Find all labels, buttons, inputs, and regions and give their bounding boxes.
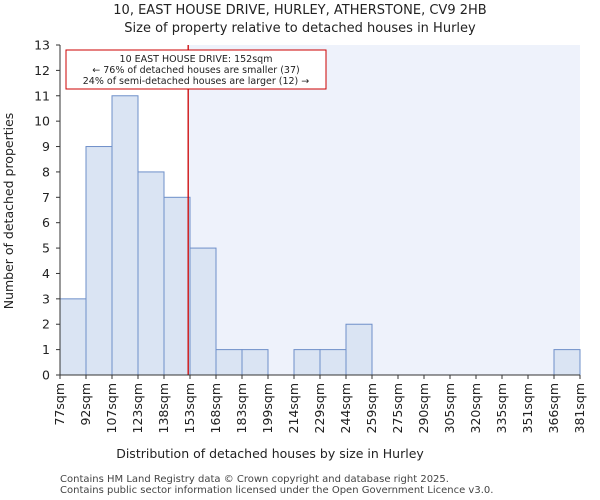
x-tick-label: 366sqm [546,383,561,433]
y-axis-label: Number of detached properties [1,113,16,310]
annotation-border [65,49,327,90]
bar [163,196,191,376]
x-tick-label: 77sqm [52,383,67,426]
y-tick-label: 9 [42,139,50,154]
chart-subtitle: Size of property relative to detached ho… [124,21,476,36]
footer-copyright: Contains HM Land Registry data © Crown c… [60,474,449,485]
annotation-box: 10 EAST HOUSE DRIVE: 152sqm ← 76% of det… [65,49,327,90]
x-tick-label: 168sqm [208,383,223,433]
bar [293,349,321,376]
y-tick-label: 4 [42,266,50,281]
x-axis-label: Distribution of detached houses by size … [116,446,424,461]
bar [241,349,269,376]
y-tick-label: 10 [34,114,50,129]
y-tick-label: 13 [34,38,50,53]
x-tick-label: 275sqm [390,383,405,433]
x-tick-label: 305sqm [442,383,457,433]
x-tick-label: 381sqm [572,383,587,433]
x-tick-label: 320sqm [468,383,483,433]
bar [85,146,113,376]
x-tick-label: 199sqm [260,383,275,433]
y-tick-label: 2 [42,317,50,332]
bars-group [59,95,581,376]
y-tick-label: 5 [42,241,50,256]
larger-region-highlight [188,45,580,375]
annotation-line-2: ← 76% of detached houses are smaller (37… [92,65,299,76]
x-tick-label: 107sqm [104,383,119,433]
x-tick-label: 351sqm [520,383,535,433]
bar [111,95,139,376]
y-tick-label: 11 [34,88,50,103]
annotation-line-1: 10 EAST HOUSE DRIVE: 152sqm [120,54,273,65]
bar [345,323,373,376]
x-tick-label: 244sqm [338,383,353,433]
x-tick-label: 183sqm [234,383,249,433]
x-ticks: 77sqm 92sqm 107sqm 123sqm 138sqm 153sqm 168sqm… [52,375,587,433]
x-tick-label: 229sqm [312,383,327,433]
x-tick-label: 123sqm [130,383,145,433]
y-tick-label: 12 [34,63,50,78]
x-tick-label: 259sqm [364,383,379,433]
annotation-line-3: 24% of semi-detached houses are larger (… [83,76,310,87]
bar [319,349,347,376]
x-tick-label: 153sqm [182,383,197,433]
x-tick-label: 290sqm [416,383,431,433]
footer-licence: Contains public sector information licen… [60,485,494,496]
bar [59,298,87,376]
y-tick-label: 1 [42,342,50,357]
y-tick-label: 8 [42,164,50,179]
x-tick-label: 214sqm [286,383,301,433]
x-tick-label: 335sqm [494,383,509,433]
bar [189,247,217,376]
bar [215,349,243,376]
y-tick-label: 3 [42,291,50,306]
chart-title: 10, EAST HOUSE DRIVE, HURLEY, ATHERSTONE… [113,3,486,18]
y-tick-label: 6 [42,215,50,230]
y-tick-label: 0 [42,368,50,383]
bar [137,171,165,376]
x-tick-label: 138sqm [156,383,171,433]
x-tick-label: 92sqm [78,383,93,426]
y-tick-label: 7 [42,190,50,205]
bar [553,349,581,376]
